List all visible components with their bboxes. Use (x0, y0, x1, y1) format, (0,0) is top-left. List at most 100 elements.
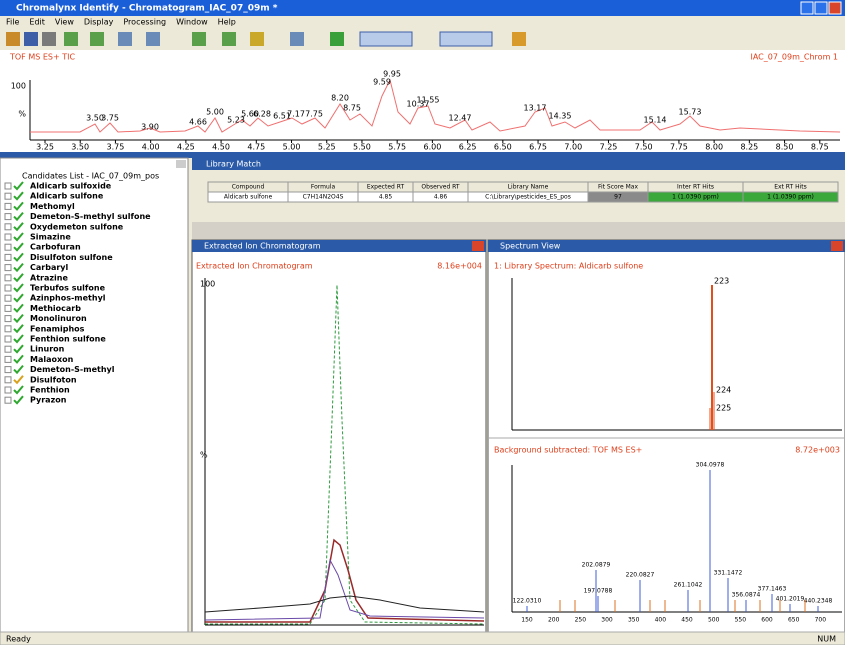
close-button[interactable] (829, 2, 841, 14)
expand-box[interactable] (5, 224, 11, 230)
expand-box[interactable] (5, 397, 11, 403)
cell-text: C:\Library\pesticides_ES_pos (485, 194, 571, 201)
minimize-button[interactable] (801, 2, 813, 14)
tool-icon[interactable] (290, 32, 304, 46)
splitter (0, 152, 845, 158)
menu-item[interactable]: File (6, 18, 19, 27)
compound-name[interactable]: Oxydemeton sulfone (30, 222, 124, 231)
compound-name[interactable]: Aldicarb sulfone (30, 192, 104, 201)
expand-box[interactable] (5, 346, 11, 352)
cell-text: C7H14N2O4S (303, 194, 344, 201)
compound-name[interactable]: Terbufos sulfone (30, 284, 106, 293)
print-icon[interactable] (42, 32, 56, 46)
spectrum-bottom-right-label: 8.72e+003 (795, 446, 840, 455)
expand-box[interactable] (5, 203, 11, 209)
expand-box[interactable] (5, 275, 11, 281)
expand-box[interactable] (5, 214, 11, 220)
compound-name[interactable]: Malaoxon (30, 355, 74, 364)
save-icon[interactable] (24, 32, 38, 46)
open-icon[interactable] (6, 32, 20, 46)
menu-item[interactable]: Display (84, 18, 114, 27)
x-tick-label: 5.50 (353, 143, 371, 152)
expand-box[interactable] (5, 183, 11, 189)
expand-box[interactable] (5, 336, 11, 342)
cell-text: 97 (614, 194, 622, 201)
expand-box[interactable] (5, 377, 11, 383)
x-tick-label: 7.25 (600, 143, 618, 152)
compound-name[interactable]: Fenamiphos (30, 324, 85, 333)
expand-box[interactable] (5, 295, 11, 301)
view-toggle[interactable] (440, 32, 492, 46)
expand-box[interactable] (5, 367, 11, 373)
menu-item[interactable]: View (55, 18, 74, 27)
x-tick-label: 8.50 (776, 143, 794, 152)
expand-box[interactable] (5, 234, 11, 240)
expand-box[interactable] (5, 265, 11, 271)
tool-icon[interactable] (222, 32, 236, 46)
cell-text: 4.85 (379, 194, 393, 201)
compound-name[interactable]: Disulfoton (30, 375, 77, 384)
compound-name[interactable]: Monolinuron (30, 314, 87, 323)
compound-name[interactable]: Simazine (30, 233, 71, 242)
compound-name[interactable]: Carbofuran (30, 243, 81, 252)
tool-icon[interactable] (330, 32, 344, 46)
menu-item[interactable]: Edit (29, 18, 45, 27)
column-header-text: Inter RT Hits (677, 184, 714, 191)
column-header-text: Observed RT (421, 184, 460, 191)
peak-label: 3.90 (141, 123, 159, 132)
compound-name[interactable]: Atrazine (30, 273, 68, 282)
compound-name[interactable]: Demeton-S-methyl sulfone (30, 212, 151, 221)
compound-name[interactable]: Azinphos-methyl (30, 294, 106, 303)
peak-label: 377.1463 (758, 586, 787, 593)
expand-box[interactable] (5, 305, 11, 311)
peak-label: 224 (716, 386, 731, 395)
tool-icon[interactable] (512, 32, 526, 46)
compound-name[interactable]: Demeton-S-methyl (30, 365, 115, 374)
close-button[interactable] (472, 241, 484, 251)
tic-y-label: 100 (11, 82, 26, 91)
maximize-button[interactable] (815, 2, 827, 14)
expand-box[interactable] (5, 316, 11, 322)
expand-box[interactable] (5, 326, 11, 332)
compound-name[interactable]: Fenthion sulfone (30, 335, 106, 344)
tool-icon[interactable] (118, 32, 132, 46)
x-tick-label: 7.50 (635, 143, 653, 152)
menu-item[interactable]: Help (218, 18, 236, 27)
expand-box[interactable] (5, 356, 11, 362)
compound-name[interactable]: Aldicarb sulfoxide (30, 182, 112, 191)
tool-icon[interactable] (192, 32, 206, 46)
compound-name[interactable]: Pyrazon (30, 396, 67, 405)
x-tick-label: 6.50 (494, 143, 512, 152)
expand-box[interactable] (5, 387, 11, 393)
expand-box[interactable] (5, 193, 11, 199)
expand-box[interactable] (5, 285, 11, 291)
close-button[interactable] (831, 241, 843, 251)
tool-icon[interactable] (250, 32, 264, 46)
compound-name[interactable]: Carbaryl (30, 263, 69, 272)
compound-name[interactable]: Disulfoton sulfone (30, 253, 113, 262)
menu-item[interactable]: Window (176, 18, 208, 27)
tool-icon[interactable] (90, 32, 104, 46)
menu-item[interactable]: Processing (123, 18, 166, 27)
spectrum-title: Spectrum View (500, 242, 561, 251)
status-indicator: NUM (817, 635, 836, 644)
tool-icon[interactable] (146, 32, 160, 46)
compound-name[interactable]: Methomyl (30, 202, 75, 211)
x-tick-label: 5.00 (283, 143, 301, 152)
column-header-text: Formula (311, 184, 336, 191)
compound-name[interactable]: Linuron (30, 345, 65, 354)
pane-pin[interactable] (176, 160, 186, 168)
tic-label: TOF MS ES+ TIC (9, 53, 75, 62)
x-tick-label: 350 (628, 617, 640, 624)
tool-icon[interactable] (64, 32, 78, 46)
peak-label: 15.14 (644, 116, 667, 125)
column-header-text: Compound (232, 184, 265, 191)
compound-name[interactable]: Methiocarb (30, 304, 81, 313)
peak-label: 9.95 (383, 70, 401, 79)
peak-label: 197.0788 (584, 588, 613, 595)
compound-name[interactable]: Fenthion (30, 386, 70, 395)
x-tick-label: 300 (601, 617, 613, 624)
expand-box[interactable] (5, 254, 11, 260)
expand-box[interactable] (5, 244, 11, 250)
view-toggle[interactable] (360, 32, 412, 46)
